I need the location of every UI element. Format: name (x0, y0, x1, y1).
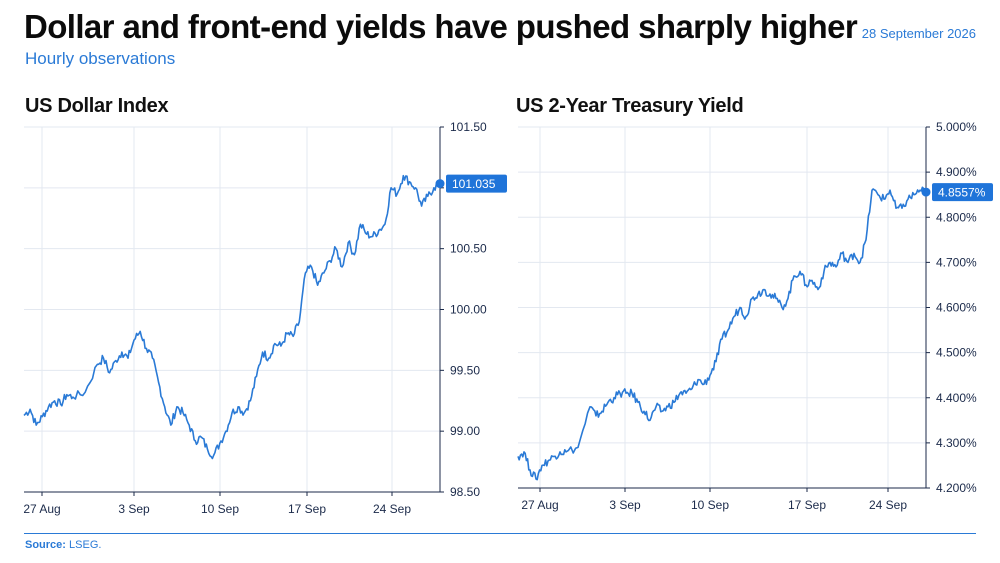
x-tick-label: 10 Sep (201, 502, 239, 516)
treasury-yield-panel-title: US 2-Year Treasury Yield (516, 95, 744, 117)
source-text: LSEG. (69, 539, 102, 551)
y-tick-label: 4.800% (936, 210, 977, 224)
y-tick-label: 4.400% (936, 391, 977, 405)
dollar-index-series-line (23, 174, 441, 460)
x-tick-label: 27 Aug (521, 498, 558, 512)
y-tick-label: 101.50 (450, 120, 487, 134)
last-value-badge (446, 174, 507, 193)
y-tick-label: 98.50 (450, 485, 480, 499)
x-tick-label: 24 Sep (869, 498, 907, 512)
x-tick-label: 17 Sep (288, 502, 326, 516)
y-tick-label: 100.00 (450, 303, 487, 317)
x-tick-label: 10 Sep (691, 498, 729, 512)
last-value-marker (921, 187, 931, 197)
dollar-index-chart: 98.5099.0099.50100.00100.50101.00101.502… (23, 120, 507, 516)
y-tick-label: 99.00 (450, 424, 480, 438)
y-tick-label: 4.900% (936, 165, 977, 179)
page-subtitle: Hourly observations (25, 49, 176, 68)
x-tick-label: 3 Sep (118, 502, 150, 516)
last-value-badge (932, 183, 993, 202)
last-value-marker (435, 179, 445, 189)
y-tick-label: 5.000% (936, 120, 977, 134)
y-tick-label: 100.50 (450, 242, 487, 256)
last-value-label: 4.8557% (938, 186, 986, 200)
x-tick-label: 27 Aug (23, 502, 60, 516)
x-tick-label: 3 Sep (609, 498, 641, 512)
date-label: 28 September 2026 (861, 26, 976, 41)
footer-divider (24, 533, 976, 534)
y-tick-label: 4.500% (936, 346, 977, 360)
y-tick-label: 4.600% (936, 301, 977, 315)
page-title: Dollar and front-end yields have pushed … (24, 8, 858, 45)
treasury-yield-chart: 4.200% 4.300% 4.400% 4.500% 4.600% 4.700% 4.80… (517, 120, 993, 512)
dollar-index-panel-title: US Dollar Index (25, 95, 169, 117)
last-value-label: 101.035 (452, 177, 496, 191)
x-tick-label: 17 Sep (788, 498, 826, 512)
treasury-yield-series-line (517, 186, 927, 481)
y-tick-label: 99.50 (450, 363, 480, 377)
y-tick-label: 4.200% (936, 481, 977, 495)
y-tick-label: 4.300% (936, 436, 977, 450)
source-note: Source: LSEG. (25, 539, 101, 551)
y-tick-label: 4.700% (936, 255, 977, 269)
x-tick-label: 24 Sep (373, 502, 411, 516)
source-label: Source: (25, 539, 66, 551)
